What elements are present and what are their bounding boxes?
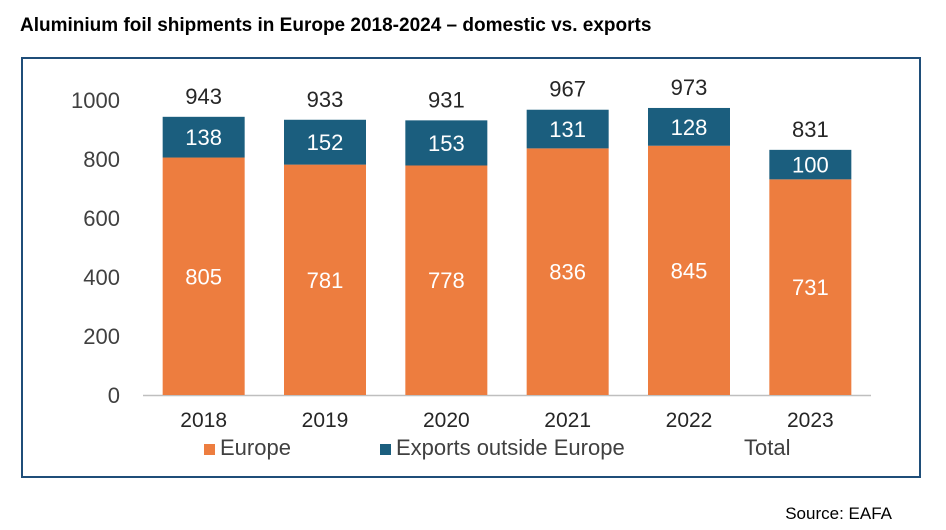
legend-label-exports: Exports outside Europe [396,435,625,460]
bar-europe [769,179,852,395]
bar-exports [284,119,366,165]
legend-label-total: Total [744,435,790,460]
stacked-bar-chart: 0 200 400 600 800 1000 805 138 943 2018 781 152 933 2… [71,75,871,460]
legend-label-europe: Europe [220,435,291,460]
bar-exports [162,116,245,158]
data-label-europe: 805 [185,264,222,289]
data-label-exports: 128 [671,115,708,140]
y-tick-label: 800 [83,147,120,172]
bar-exports [526,109,609,149]
y-tick-label: 1000 [71,88,120,113]
data-label-total: 973 [671,75,708,100]
y-tick-label: 400 [83,265,120,290]
bar-europe [162,157,245,395]
y-tick-label: 600 [83,206,120,231]
y-tick-label: 0 [108,383,120,408]
bar-europe [526,148,609,395]
x-tick-label: 2022 [666,409,713,432]
bar-europe [284,164,366,395]
data-label-europe: 845 [671,258,708,283]
data-label-europe: 781 [307,268,344,293]
data-label-total: 933 [307,87,344,112]
data-label-total: 967 [549,77,586,102]
x-tick-label: 2018 [180,409,227,432]
x-tick-label: 2020 [423,409,470,432]
data-label-exports: 152 [307,130,344,155]
source-note: Source: EAFA [785,504,892,523]
bar-europe [405,165,488,395]
data-label-exports: 131 [549,117,586,142]
bar-exports [405,120,488,166]
data-label-exports: 153 [428,131,465,156]
data-label-total: 943 [185,84,222,109]
legend-swatch-europe [204,444,215,455]
x-tick-label: 2023 [787,409,834,432]
legend-swatch-exports [380,444,391,455]
y-tick-label: 200 [83,324,120,349]
data-label-total: 931 [428,87,465,112]
data-label-europe: 836 [549,260,586,285]
data-label-exports: 100 [792,153,829,178]
x-tick-label: 2019 [302,409,349,432]
chart-title: Aluminium foil shipments in Europe 2018-… [20,15,652,36]
chart-frame: 0 200 400 600 800 1000 805 138 943 2018 781 152 933 2… [21,57,921,478]
data-label-europe: 731 [792,275,829,300]
x-tick-label: 2021 [544,409,591,432]
bar-exports [648,107,730,146]
bar-europe [648,145,730,395]
data-label-europe: 778 [428,268,465,293]
data-label-total: 831 [792,117,829,142]
bar-exports [769,149,852,180]
data-label-exports: 138 [185,125,222,150]
